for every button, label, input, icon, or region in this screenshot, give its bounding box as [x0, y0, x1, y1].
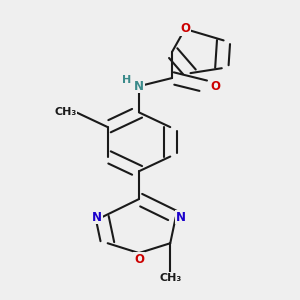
Text: O: O — [134, 253, 144, 266]
Text: O: O — [180, 22, 190, 35]
Text: CH₃: CH₃ — [54, 107, 76, 117]
Text: N: N — [176, 211, 186, 224]
Text: O: O — [211, 80, 221, 93]
Text: CH₃: CH₃ — [159, 273, 182, 283]
Text: N: N — [92, 211, 102, 224]
Text: N: N — [134, 80, 144, 93]
Text: H: H — [122, 75, 132, 85]
